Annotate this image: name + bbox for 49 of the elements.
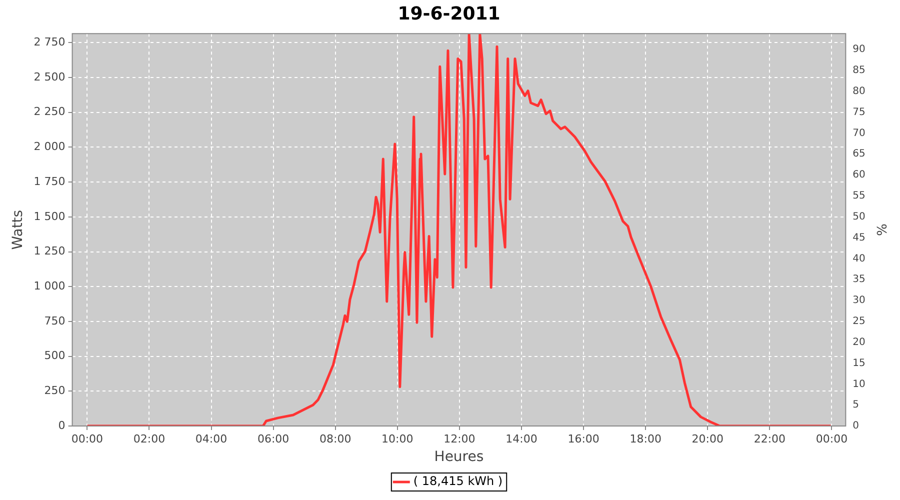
chart-title: 19-6-2011	[398, 3, 500, 24]
y2-axis-title: %	[872, 224, 888, 236]
y2-tick-label: 30	[852, 295, 866, 306]
y2-tick-label: 65	[852, 148, 866, 160]
y-tick-label: 1 500	[34, 210, 66, 223]
x-tick-label: 20:00	[692, 432, 724, 446]
x-tick-label: 00:00	[71, 432, 104, 446]
x-tick-label: 10:00	[382, 432, 414, 446]
y2-tick-label: 15	[852, 358, 866, 369]
y-tick-label: 1 750	[34, 174, 66, 188]
y2-tick-label: 90	[852, 44, 866, 56]
x-tick-label: 12:00	[444, 432, 476, 446]
y2-tick-label: 75	[852, 106, 866, 118]
x-tick-label: 00:00	[816, 432, 848, 446]
y2-tick-label: 20	[852, 336, 866, 348]
y-tick-label: 2 500	[34, 70, 66, 84]
y-tick-label: 2 000	[34, 140, 66, 154]
x-axis-title: Heures	[434, 449, 484, 466]
y-tick-label: 1 000	[34, 279, 66, 292]
y-tick-label: 750	[44, 314, 66, 328]
x-tick-label: 06:00	[257, 432, 290, 446]
y-tick-label: 250	[44, 384, 66, 398]
x-tick-label: 16:00	[568, 432, 600, 446]
legend-label: ( 18,415 kWh )	[413, 474, 503, 488]
y2-tick-label: 10	[852, 378, 866, 390]
y2-tick-label: 55	[852, 190, 866, 202]
y-tick-label: 2 750	[34, 36, 66, 49]
y2-tick-label: 85	[852, 65, 866, 76]
y2-tick-label: 5	[852, 400, 860, 411]
y2-tick-label: 70	[852, 128, 866, 139]
x-tick-label: 08:00	[320, 432, 352, 446]
y2-tick-label: 60	[852, 170, 866, 181]
y2-tick-label: 35	[852, 274, 866, 286]
y2-tick-label: 45	[852, 232, 866, 244]
x-tick-label: 02:00	[133, 432, 166, 446]
y-tick-label: 500	[44, 349, 66, 362]
y-tick-label: 2 250	[34, 105, 66, 118]
y-tick-label: 0	[58, 418, 66, 432]
y2-tick-label: 80	[852, 86, 866, 97]
x-tick-label: 04:00	[195, 432, 228, 446]
y2-tick-label: 40	[852, 253, 866, 264]
x-tick-label: 22:00	[754, 432, 786, 446]
y2-tick-label: 50	[852, 211, 866, 222]
y2-tick-label: 25	[852, 316, 866, 328]
y2-tick-label: 0	[852, 420, 860, 432]
y-tick-label: 1 250	[34, 244, 66, 258]
y-axis-title: Watts	[10, 210, 26, 250]
x-tick-label: 18:00	[630, 432, 662, 446]
x-tick-label: 14:00	[506, 432, 538, 446]
